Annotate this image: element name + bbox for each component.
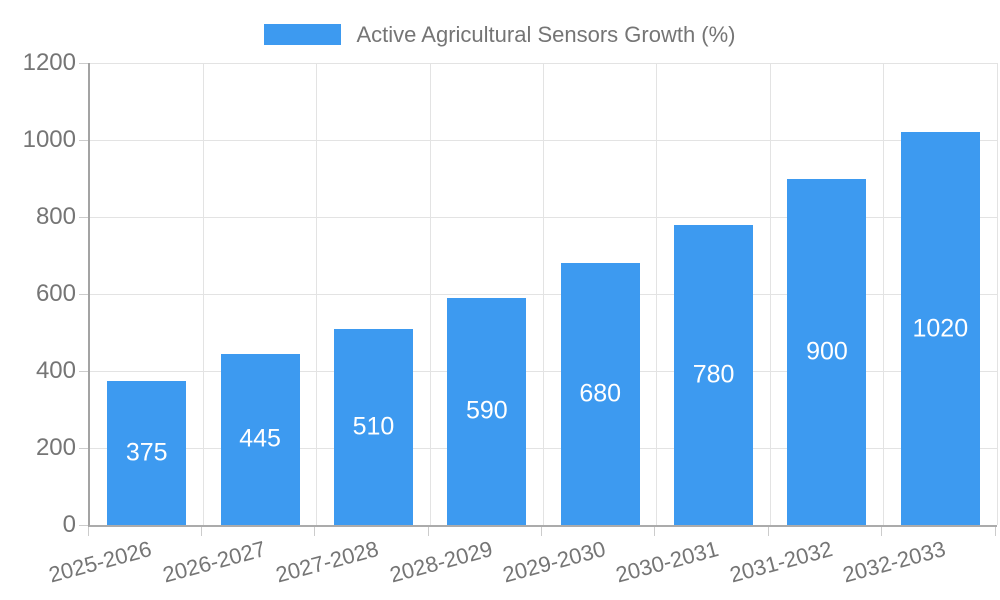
x-axis-label: 2026-2027: [159, 536, 269, 588]
bar: 445: [220, 353, 300, 525]
v-gridline: [996, 63, 998, 525]
bar-value-label: 1020: [912, 314, 969, 343]
bar-value-label: 375: [125, 438, 168, 467]
y-axis-tick: [79, 62, 88, 64]
legend-label: Active Agricultural Sensors Growth (%): [356, 22, 736, 47]
x-axis-tick: [767, 527, 769, 536]
v-gridline: [656, 63, 658, 525]
y-axis-label: 1000: [22, 126, 76, 153]
bar: 900: [787, 178, 867, 525]
y-axis-label: 200: [35, 434, 76, 461]
bar-value-label: 780: [692, 360, 735, 389]
x-axis-tick: [541, 527, 542, 536]
bar: 510: [333, 328, 413, 525]
y-axis-tick: [79, 524, 88, 526]
x-axis-label: 2031-2032: [726, 536, 835, 588]
y-axis-tick: [79, 216, 88, 218]
v-gridline: [543, 63, 544, 525]
bar-value-label: 445: [239, 424, 281, 453]
x-axis-label: 2029-2030: [500, 536, 609, 588]
plot-area: 375 445 510 590 680 780 900 1020: [88, 62, 998, 527]
bar-value-label: 510: [352, 412, 395, 441]
x-axis-tick: [654, 527, 656, 536]
bar: 780: [674, 224, 754, 525]
v-gridline: [769, 63, 771, 525]
v-gridline: [883, 63, 885, 525]
bar-value-label: 900: [806, 337, 848, 366]
legend-swatch: [264, 24, 342, 45]
x-axis-label: 2025-2026: [46, 536, 155, 588]
bar-value-label: 680: [579, 379, 622, 408]
x-axis-tick: [87, 527, 89, 536]
x-axis-tick: [881, 527, 883, 536]
x-axis-label: 2028-2029: [386, 536, 495, 588]
y-axis-label: 1200: [22, 49, 76, 76]
y-axis-tick: [79, 447, 88, 449]
y-axis-tick: [79, 293, 88, 295]
x-axis-tick: [200, 527, 202, 536]
y-axis-label: 0: [62, 511, 76, 538]
x-axis-tick: [314, 527, 316, 536]
legend[interactable]: Active Agricultural Sensors Growth (%): [0, 22, 1000, 47]
y-axis-tick: [79, 370, 88, 372]
bar: 375: [107, 380, 187, 525]
v-gridline: [202, 63, 204, 525]
v-gridline: [316, 63, 318, 525]
x-axis-label: 2032-2033: [840, 536, 949, 588]
y-axis-tick: [79, 139, 88, 141]
y-axis-label: 800: [35, 203, 76, 230]
y-axis-label: 400: [35, 357, 76, 384]
bar: 590: [447, 297, 527, 525]
x-axis-tick: [994, 527, 996, 536]
y-axis-label: 600: [35, 280, 76, 307]
x-axis-tick: [427, 527, 429, 536]
bar: 1020: [900, 132, 980, 525]
x-axis-label: 2027-2028: [273, 536, 382, 588]
x-axis-label: 2030-2031: [613, 536, 722, 588]
bar-value-label: 590: [465, 396, 508, 425]
v-gridline: [429, 63, 431, 525]
bar: 680: [560, 263, 640, 525]
